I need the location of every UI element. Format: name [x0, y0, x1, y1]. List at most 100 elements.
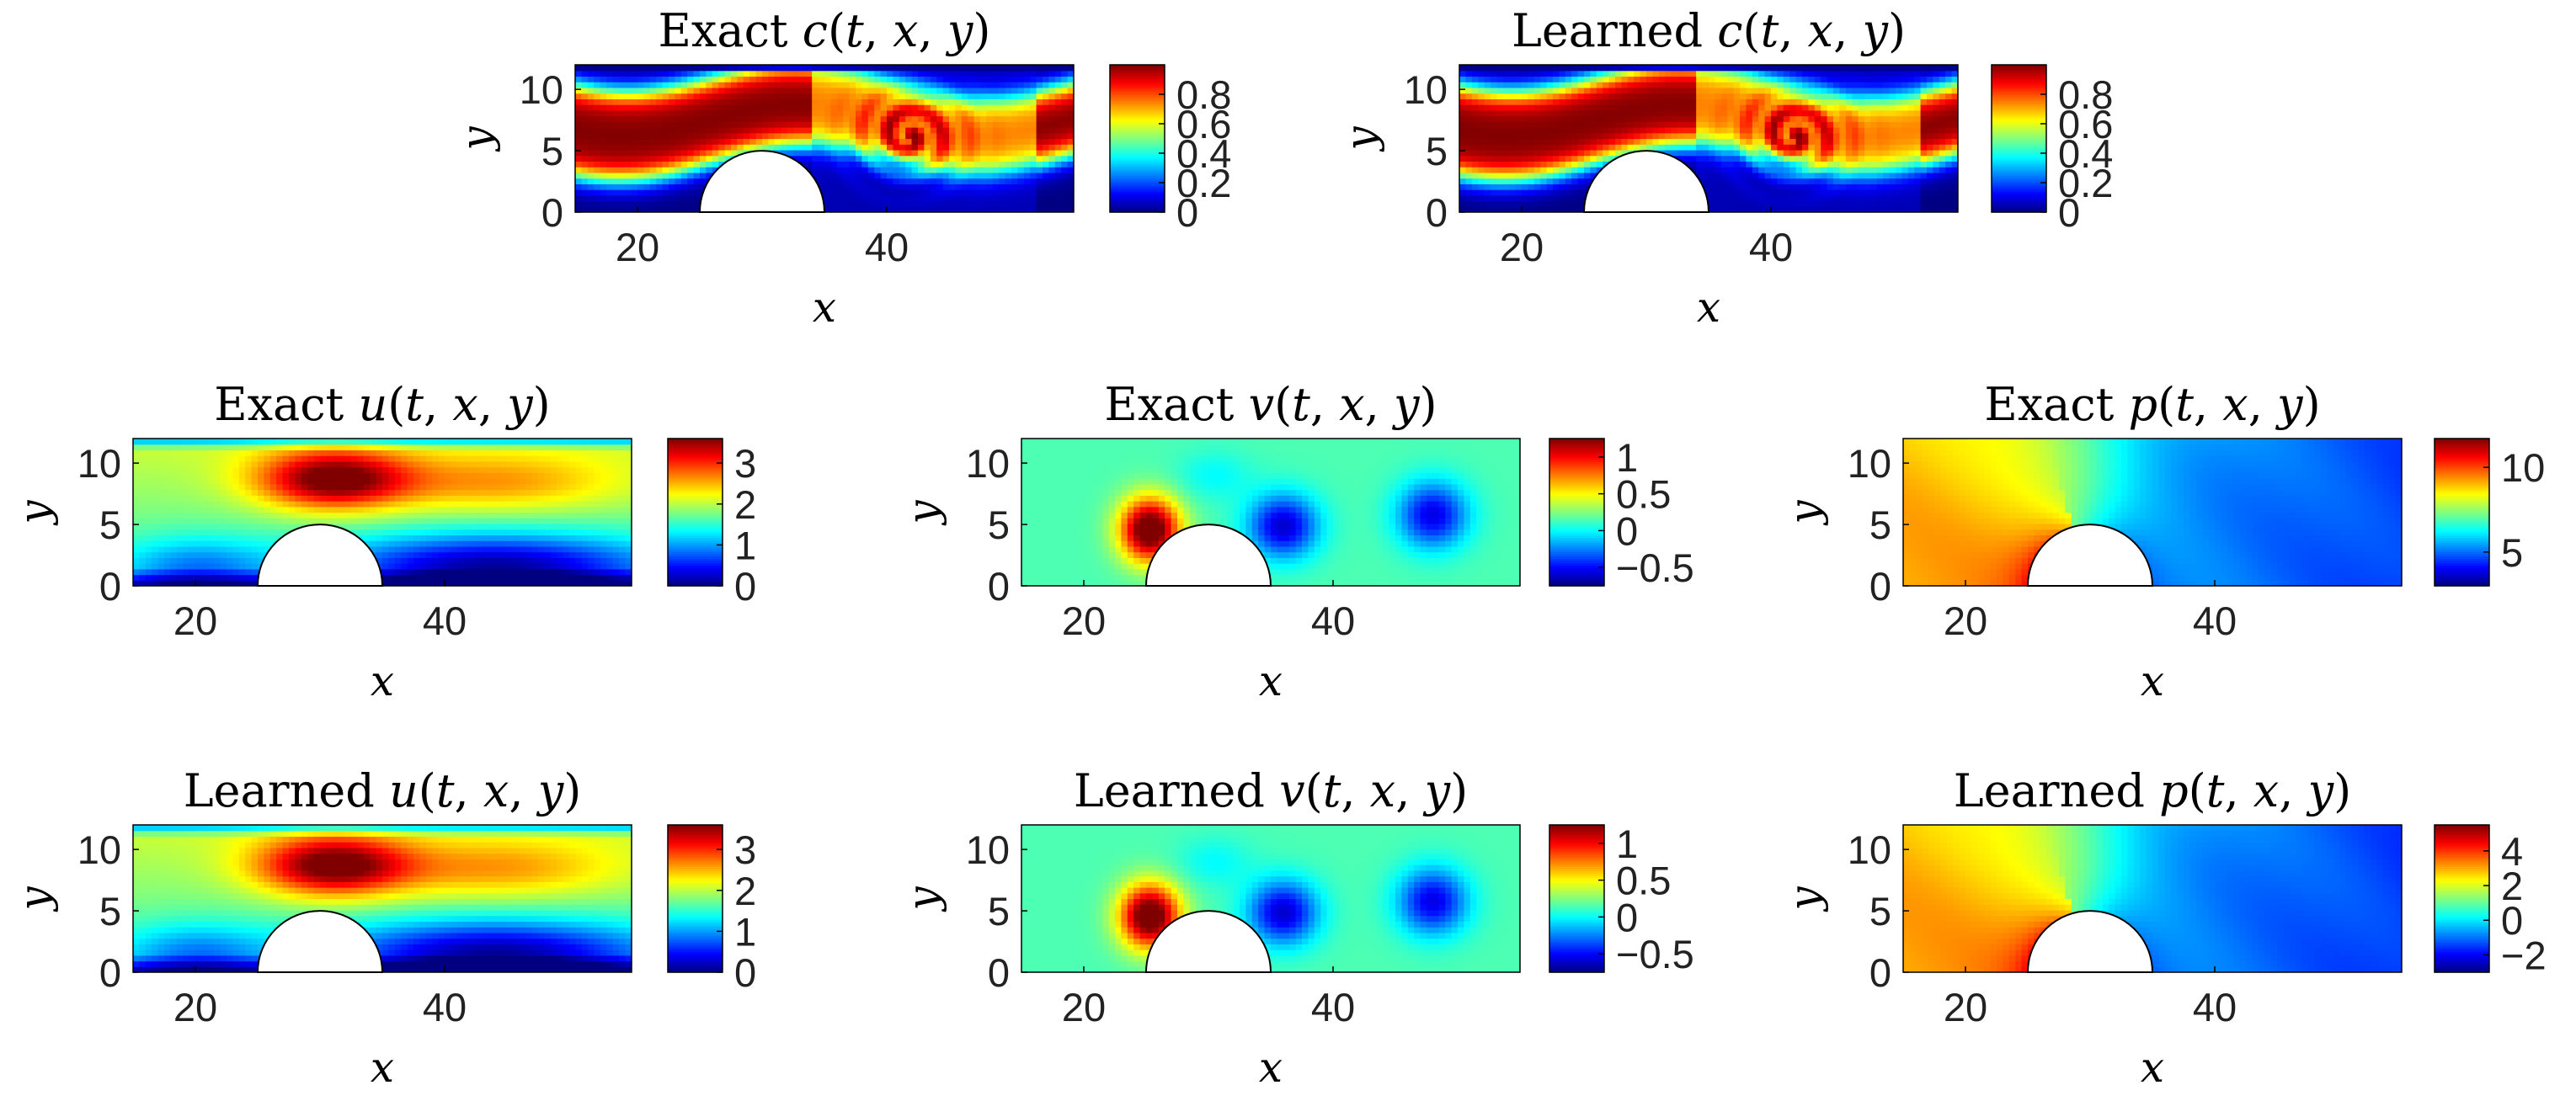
heatmap-cell	[911, 178, 919, 184]
heatmap-cell	[787, 121, 794, 128]
heatmap-cell	[656, 200, 664, 207]
heatmap-cell	[245, 535, 253, 541]
heatmap-cell	[918, 98, 925, 105]
heatmap-cell	[1023, 178, 1031, 184]
heatmap-cell	[183, 460, 190, 468]
heatmap-cell	[1533, 121, 1541, 128]
heatmap-cell	[918, 87, 925, 94]
heatmap-cell	[687, 144, 695, 151]
heatmap-cell	[768, 65, 776, 72]
heatmap-cell	[824, 104, 831, 111]
heatmap-cell	[1795, 70, 1803, 77]
heatmap-cell	[1036, 87, 1043, 94]
heatmap-cell	[637, 149, 644, 157]
heatmap-cell	[1030, 70, 1037, 77]
heatmap-cell	[787, 70, 794, 77]
heatmap-cell	[1771, 109, 1778, 117]
heatmap-cell	[1011, 127, 1018, 134]
colorbar-segment	[1992, 168, 2046, 172]
heatmap-cell	[1858, 155, 1865, 162]
heatmap-cell	[1005, 65, 1012, 72]
heatmap-cell	[1951, 138, 1958, 145]
heatmap-cell	[1005, 109, 1012, 117]
heatmap-cell	[1677, 70, 1684, 77]
heatmap-cell	[1696, 121, 1704, 128]
heatmap-cell	[133, 444, 140, 451]
heatmap-cell	[1858, 93, 1865, 99]
colorbar-segment	[1992, 166, 2046, 169]
heatmap-cell	[1733, 167, 1741, 173]
heatmap-cell	[269, 449, 277, 456]
heatmap-cell	[1509, 149, 1517, 157]
heatmap-cell	[1683, 104, 1691, 111]
heatmap-cell	[1043, 87, 1049, 94]
heatmap-cell	[220, 489, 227, 496]
heatmap-cell	[1945, 149, 1953, 157]
heatmap-cell	[880, 149, 888, 157]
heatmap-cell	[1522, 161, 1528, 168]
heatmap-cell	[973, 149, 981, 157]
heatmap-cell	[164, 557, 171, 564]
heatmap-cell	[1596, 104, 1603, 111]
heatmap-cell	[1646, 76, 1653, 82]
heatmap-cell	[1067, 115, 1074, 122]
heatmap-cell	[643, 172, 651, 179]
heatmap-cell	[1677, 87, 1684, 94]
heatmap-cell	[1951, 70, 1958, 77]
heatmap-cell	[227, 574, 233, 581]
heatmap-cell	[625, 109, 632, 117]
heatmap-cell	[1017, 121, 1025, 128]
heatmap-cell	[999, 104, 1006, 111]
heatmap-cell	[856, 115, 862, 122]
heatmap-cell	[799, 115, 807, 122]
heatmap-cell	[1740, 167, 1747, 173]
heatmap-cell	[581, 155, 589, 162]
heatmap-cell	[693, 149, 701, 157]
heatmap-cell	[973, 144, 981, 151]
heatmap-cell	[1896, 109, 1902, 117]
heatmap-cell	[669, 98, 675, 105]
heatmap-cell	[706, 65, 713, 72]
heatmap-cell	[693, 172, 701, 179]
heatmap-cell	[1864, 87, 1871, 94]
heatmap-cell	[207, 489, 215, 496]
heatmap-cell	[662, 70, 669, 77]
heatmap-cell	[1553, 138, 1560, 145]
heatmap-cell	[1515, 115, 1523, 122]
heatmap-cell	[805, 155, 813, 162]
heatmap-cell	[942, 184, 950, 190]
heatmap-cell	[824, 200, 831, 207]
title-prefix: Exact	[214, 378, 358, 431]
heatmap-cell	[1036, 189, 1043, 196]
heatmap-cell	[220, 551, 227, 558]
heatmap-cell	[201, 518, 209, 524]
heatmap-cell	[258, 483, 264, 491]
heatmap-cell	[1054, 115, 1062, 122]
heatmap-cell	[1920, 82, 1928, 88]
heatmap-cell	[251, 512, 259, 519]
heatmap-cell	[643, 138, 651, 145]
heatmap-cell	[594, 189, 601, 196]
heatmap-cell	[1590, 132, 1597, 140]
heatmap-cell	[1596, 127, 1603, 134]
heatmap-cell	[973, 184, 981, 190]
heatmap-cell	[1496, 200, 1504, 207]
heatmap-cell	[1043, 132, 1049, 140]
heatmap-cell	[201, 495, 209, 502]
heatmap-cell	[712, 149, 719, 157]
heatmap-cell	[245, 466, 253, 473]
heatmap-cell	[227, 545, 233, 553]
heatmap-cell	[637, 104, 644, 111]
heatmap-cell	[1608, 70, 1616, 77]
heatmap-cell	[1727, 161, 1735, 168]
heatmap-cell	[687, 194, 695, 202]
heatmap-cell	[1522, 127, 1528, 134]
heatmap-cell	[1030, 82, 1037, 88]
heatmap-cell	[1540, 82, 1548, 88]
heatmap-cell	[618, 115, 626, 122]
heatmap-cell	[1067, 76, 1074, 82]
heatmap-cell	[1933, 98, 1940, 105]
heatmap-cell	[662, 149, 669, 157]
heatmap-cell	[207, 455, 215, 462]
heatmap-cell	[245, 444, 253, 451]
